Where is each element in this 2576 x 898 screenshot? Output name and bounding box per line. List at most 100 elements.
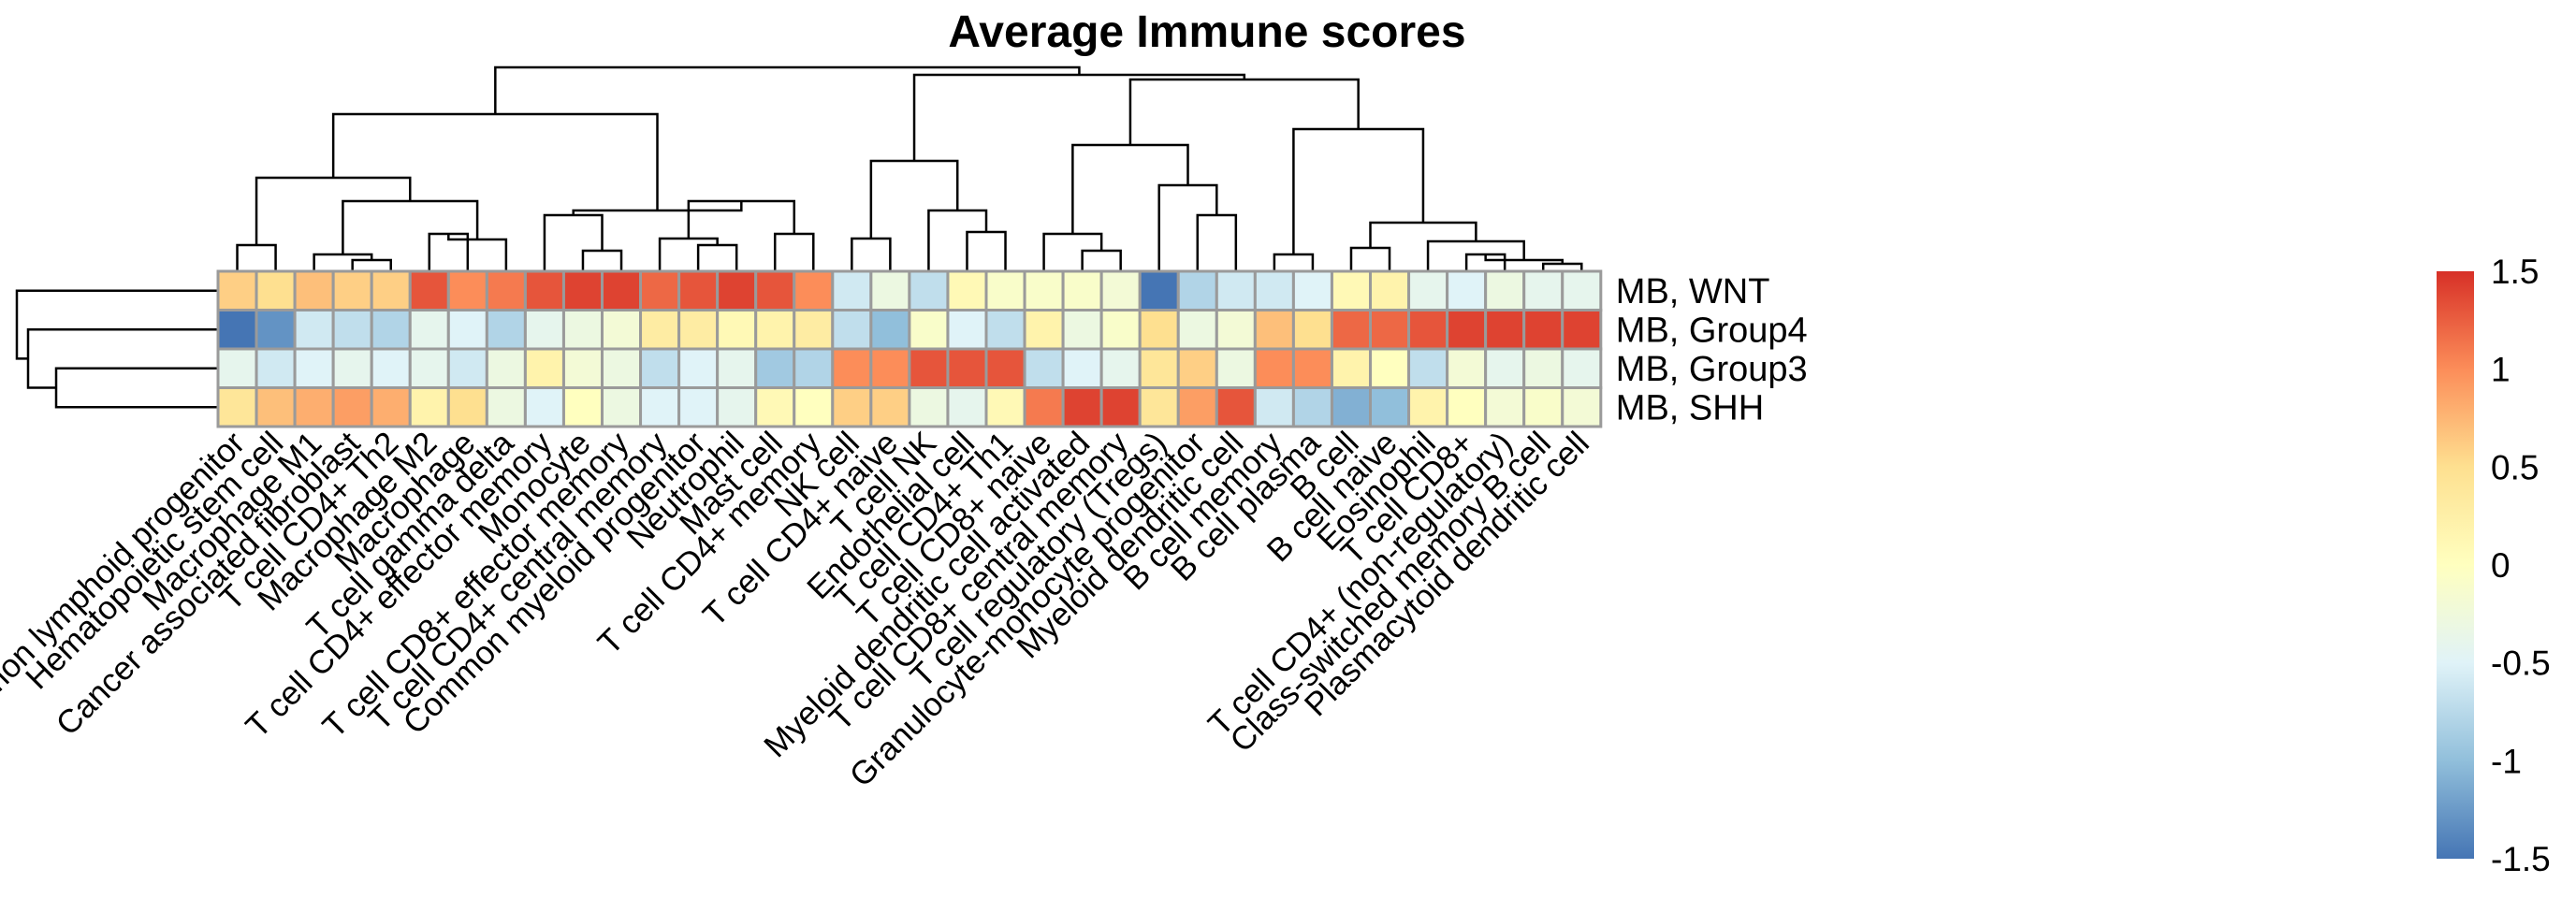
dendrogram-branch	[1484, 254, 1564, 264]
dendrogram-branch	[572, 201, 743, 215]
heatmap-cell	[1446, 347, 1488, 389]
dendrogram-branch	[773, 232, 815, 271]
heatmap-cell	[370, 309, 412, 351]
heatmap-cell	[1215, 269, 1257, 311]
heatmap-cell	[908, 309, 950, 351]
dendrogram-branch	[1273, 253, 1315, 271]
heatmap-cell	[561, 269, 604, 311]
heatmap-cell	[561, 347, 604, 389]
heatmap-cell	[1369, 309, 1411, 351]
chart-title: Average Immune scores	[948, 7, 1465, 57]
heatmap-cell	[1138, 309, 1180, 351]
column-dendrogram	[236, 65, 1583, 271]
heatmap-cell	[1099, 386, 1142, 428]
heatmap-cell	[1099, 309, 1142, 351]
dendrogram-branch	[313, 253, 373, 271]
heatmap-cell	[831, 269, 873, 311]
row-label: MB, Group3	[1616, 350, 1808, 389]
heatmap-cell	[869, 309, 911, 351]
heatmap-cell	[1407, 347, 1449, 389]
heatmap-cell	[831, 347, 873, 389]
heatmap-cell	[216, 386, 258, 428]
heatmap-cell	[1253, 386, 1295, 428]
dendrogram-branch	[255, 176, 412, 245]
heatmap-cell	[793, 269, 835, 311]
heatmap-cell	[1446, 269, 1488, 311]
heatmap-cell	[331, 347, 373, 389]
heatmap-cell	[1522, 386, 1565, 428]
heatmap-cell	[1176, 386, 1218, 428]
heatmap-cell	[639, 269, 681, 311]
heatmap-cell	[1407, 309, 1449, 351]
heatmap-cell	[601, 386, 643, 428]
heatmap-cell	[601, 347, 643, 389]
heatmap-cell	[293, 269, 335, 311]
heatmap-cell	[1291, 309, 1333, 351]
heatmap-cell	[601, 309, 643, 351]
heatmap-cell	[869, 347, 911, 389]
color-legend-tick-label: -1	[2491, 742, 2522, 780]
row-label: MB, WNT	[1616, 272, 1770, 311]
heatmap-cell	[1023, 347, 1065, 389]
heatmap-cell	[716, 347, 758, 389]
heatmap-cell	[331, 269, 373, 311]
heatmap-cell	[1099, 347, 1142, 389]
heatmap-cell	[1446, 309, 1488, 351]
dendrogram-branch	[1071, 143, 1189, 234]
heatmap-cell	[1099, 269, 1142, 311]
dendrogram-branch	[236, 243, 277, 271]
heatmap-cell	[408, 269, 450, 311]
heatmap-cell	[523, 347, 565, 389]
heatmap-cell	[869, 269, 911, 311]
dendrogram-branch	[1541, 262, 1583, 271]
heatmap-cell	[908, 347, 950, 389]
heatmap-cell	[1023, 269, 1065, 311]
heatmap-cells	[216, 269, 1603, 428]
heatmap-cell	[561, 309, 604, 351]
heatmap-cell	[370, 386, 412, 428]
heatmap-cell	[946, 386, 988, 428]
heatmap-cell	[754, 347, 796, 389]
dendrogram-branch	[1196, 213, 1238, 271]
heatmap-cell	[1561, 269, 1603, 311]
heatmap-cell	[677, 386, 720, 428]
heatmap-cell	[601, 269, 643, 311]
dendrogram-branch	[966, 230, 1007, 271]
heatmap-cell	[1369, 269, 1411, 311]
heatmap-cell	[1522, 347, 1565, 389]
color-legend-tick-label: 0	[2491, 546, 2511, 585]
heatmap-cell	[1291, 269, 1333, 311]
heatmap-cell	[331, 309, 373, 351]
heatmap-cell	[408, 309, 450, 351]
row-dendrogram	[15, 289, 218, 409]
heatmap-cell	[1138, 386, 1180, 428]
heatmap-cell	[1407, 386, 1449, 428]
dendrogram-branch	[543, 213, 604, 271]
dendrogram-branch	[1042, 232, 1103, 271]
heatmap-cell	[1215, 386, 1257, 428]
heatmap-cell	[869, 386, 911, 428]
heatmap-cell	[639, 309, 681, 351]
dendrogram-branch	[1464, 253, 1506, 271]
heatmap-cell	[1522, 269, 1565, 311]
dendrogram-branch	[1128, 78, 1360, 145]
heatmap-cell	[255, 347, 297, 389]
heatmap-cell	[1330, 269, 1372, 311]
heatmap-cell	[946, 347, 988, 389]
heatmap-cell	[677, 309, 720, 351]
heatmap-cell	[677, 269, 720, 311]
dendrogram-branch	[494, 65, 1081, 114]
row-label: MB, Group4	[1616, 311, 1808, 350]
column-labels: Common lymphoid progenitorHematopoietic …	[0, 425, 1596, 794]
color-legend-tick-label: -1.5	[2491, 840, 2551, 878]
heatmap-cell	[716, 386, 758, 428]
heatmap-cell	[216, 309, 258, 351]
heatmap-cell	[1023, 309, 1065, 351]
heatmap-cell	[1061, 386, 1103, 428]
dendrogram-branch	[26, 328, 218, 389]
heatmap-cell	[793, 347, 835, 389]
color-legend: 1.5 1 0.5 0 -0.5 -1 -1.5	[2437, 253, 2551, 878]
heatmap-cell	[485, 309, 527, 351]
heatmap-cell	[1138, 269, 1180, 311]
